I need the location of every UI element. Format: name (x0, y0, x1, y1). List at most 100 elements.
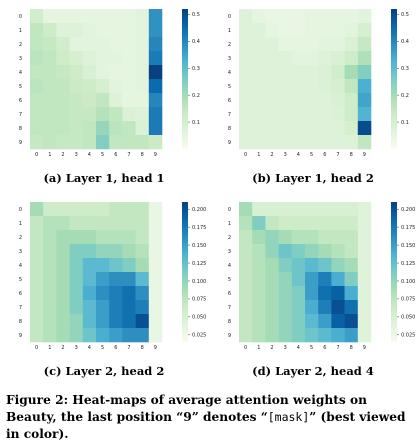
heatmap-cell (135, 202, 150, 217)
heatmap-cell (30, 202, 44, 217)
heatmap-cell (239, 272, 253, 287)
y-tick-label: 8 (228, 126, 231, 132)
colorbar (391, 9, 397, 149)
x-tick-label: 1 (257, 345, 260, 351)
heatmap-cell (96, 79, 110, 94)
heatmap-cell (331, 9, 345, 24)
heatmap-cell (291, 65, 306, 80)
colorbar-tick-label: 0.175 (192, 225, 206, 231)
heatmap-cell (357, 23, 372, 38)
heatmap-cell (69, 272, 84, 287)
heatmap-cell (344, 23, 359, 38)
heatmap-cell (331, 23, 345, 38)
y-tick-label: 6 (228, 291, 231, 297)
heatmap-cell (239, 135, 253, 150)
heatmap-cell (239, 216, 253, 231)
figure-caption-text: Figure 2: Heat-maps of average attention… (6, 393, 368, 424)
heatmap-cell (331, 121, 345, 136)
y-tick-label: 7 (228, 112, 231, 118)
x-tick-label: 1 (48, 152, 51, 158)
y-tick-label: 9 (228, 140, 231, 146)
heatmap-cell (148, 258, 163, 273)
colorbar-tick-label: 0.3 (192, 66, 200, 72)
y-tick-label: 7 (19, 112, 22, 118)
heatmap-cell (291, 272, 306, 287)
heatmap-cell (43, 93, 57, 108)
heatmap-cell (109, 65, 123, 80)
heatmap-cell (357, 107, 372, 122)
heatmap-cell (357, 79, 372, 94)
heatmap-cell (305, 23, 319, 38)
heatmap-cell (82, 328, 97, 343)
heatmap-cell (252, 79, 266, 94)
colorbar-tick-label: 0.150 (401, 243, 415, 249)
colorbar-tick-label: 0.4 (401, 39, 409, 45)
heatmap-cell (56, 93, 70, 108)
heatmap-cell (331, 244, 345, 259)
heatmap-cell (122, 230, 136, 245)
x-tick-label: 9 (363, 152, 366, 158)
heatmap-cell (265, 244, 279, 259)
heatmap-cell (278, 230, 293, 245)
heatmap-cell (291, 135, 306, 150)
heatmap-cell (278, 23, 293, 38)
heatmap-cell (148, 23, 163, 38)
heatmap-cell (239, 230, 253, 245)
heatmap-cell (291, 121, 306, 136)
y-tick-label: 1 (19, 28, 22, 34)
heatmap-cell (56, 23, 70, 38)
heatmap-cell (331, 37, 345, 52)
heatmap-cell (30, 23, 44, 38)
heatmap-cell (344, 135, 359, 150)
heatmap-cell (291, 23, 306, 38)
heatmap-cell (318, 23, 332, 38)
heatmap-cell (122, 79, 136, 94)
heatmap-cell (331, 328, 345, 343)
heatmap-cell (135, 9, 150, 24)
colorbar-tick-label: 0.125 (401, 261, 415, 267)
heatmap-cell (357, 230, 372, 245)
heatmap-cell (291, 37, 306, 52)
heatmap-cell (357, 328, 372, 343)
heatmap-cell (69, 51, 84, 66)
x-tick-label: 5 (101, 345, 104, 351)
heatmap-cell (96, 230, 110, 245)
heatmap-cell (344, 258, 359, 273)
heatmap-cell (82, 37, 97, 52)
heatmap-cell (82, 314, 97, 329)
heatmap-cell (148, 93, 163, 108)
heatmap-cell (239, 23, 253, 38)
heatmap-cell (109, 51, 123, 66)
heatmap-cell (96, 300, 110, 315)
heatmap-cell (43, 135, 57, 150)
heatmap-cell (96, 272, 110, 287)
y-tick-label: 1 (228, 221, 231, 227)
heatmap-cell (56, 135, 70, 150)
heatmap-cell (278, 258, 293, 273)
heatmap-cell (331, 79, 345, 94)
y-tick-label: 9 (19, 140, 22, 146)
heatmap-cell (305, 135, 319, 150)
heatmap-cell (96, 93, 110, 108)
heatmap-cell (109, 107, 123, 122)
heatmap-cell (135, 37, 150, 52)
x-tick-label: 6 (323, 345, 326, 351)
y-tick-label: 5 (19, 277, 22, 283)
heatmap-cell (148, 37, 163, 52)
heatmap-cell (56, 9, 70, 24)
y-tick-label: 0 (228, 207, 231, 213)
heatmap-panel-a: 0 1 2 3 4 5 6 7 8 9 0 1 2 3 4 5 6 7 8 9 0.5 0.4 0.3 0.2 0.1 (0, 0, 208, 166)
y-tick-label: 0 (228, 14, 231, 20)
heatmap-cell (357, 258, 372, 273)
heatmap-cell (69, 107, 84, 122)
heatmap-cell (357, 9, 372, 24)
heatmap-cell (148, 216, 163, 231)
heatmap-cell (82, 286, 97, 301)
heatmap-cell (56, 286, 70, 301)
heatmap-cell (331, 135, 345, 150)
heatmap-cell (122, 23, 136, 38)
heatmap-cell (357, 272, 372, 287)
heatmap-cell (331, 300, 345, 315)
heatmap-cell (109, 258, 123, 273)
x-tick-label: 7 (127, 345, 130, 351)
